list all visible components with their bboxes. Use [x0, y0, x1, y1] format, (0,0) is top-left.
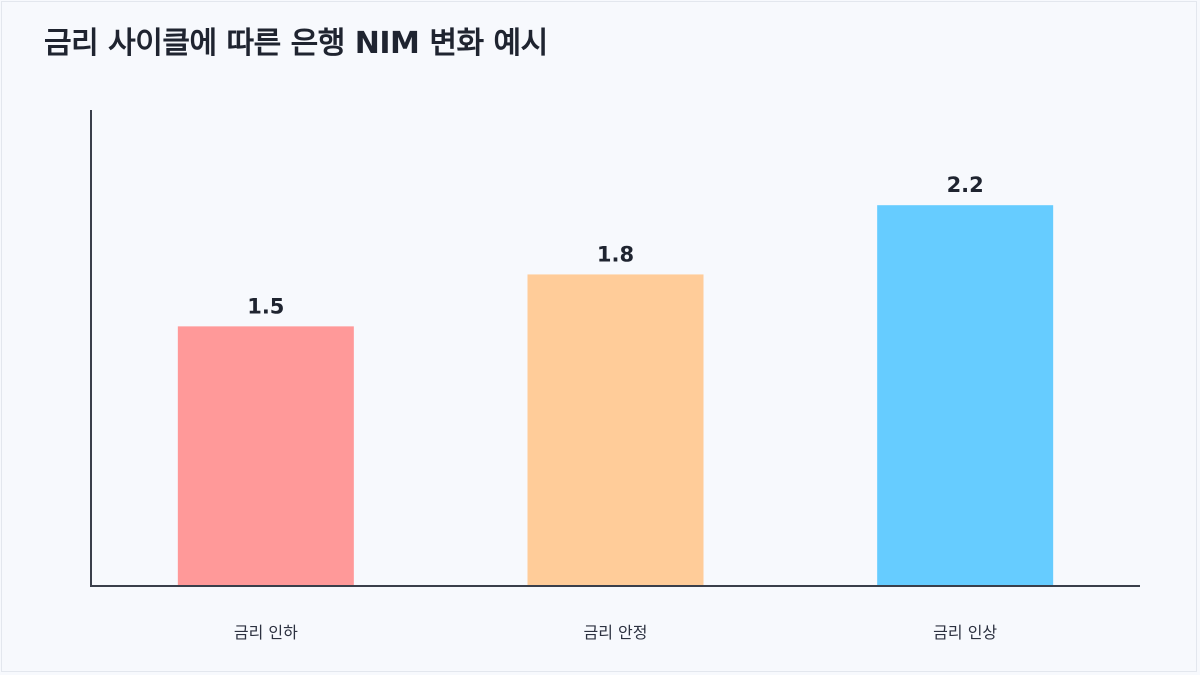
category-label-2: 금리 안정	[584, 623, 648, 642]
bar-2	[527, 274, 704, 586]
value-label-2: 1.8	[597, 242, 634, 266]
category-label-1: 금리 인하	[234, 623, 298, 642]
bar-3	[877, 205, 1054, 586]
value-label-3: 2.2	[947, 173, 984, 197]
value-label-1: 1.5	[247, 294, 284, 318]
bar-1	[177, 326, 354, 586]
chart-title: 금리 사이클에 따른 은행 NIM 변화 예시	[44, 26, 548, 61]
category-label-3: 금리 인상	[933, 623, 997, 642]
